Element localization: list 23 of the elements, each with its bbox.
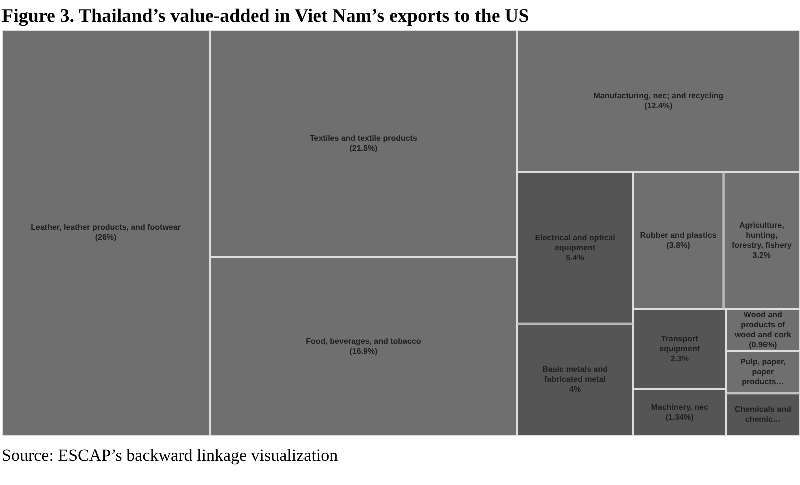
category-label: Wood and products of wood and cork — [734, 310, 792, 340]
category-label: Agriculture, hunting, forestry, fishery — [732, 220, 792, 250]
category-label: Food, beverages, and tobacco — [306, 336, 422, 346]
data-label: (26%) — [95, 233, 118, 242]
data-label: 5.4% — [566, 253, 584, 262]
data-label: (3.8%) — [666, 240, 691, 250]
data-label: 3.2% — [752, 250, 772, 260]
data-label: (21.5%) — [350, 144, 378, 153]
text: Figure 3. Thailand’s value-added in Viet Nam’s exports to the US — [1, 5, 530, 29]
category-label: Machinery, nec — [651, 402, 709, 412]
category-label: Textiles and textile products — [310, 134, 418, 143]
data-label: (12.4%) — [644, 101, 674, 110]
category-label: Rubber and plastics — [640, 230, 718, 240]
data-label: 4% — [570, 385, 582, 394]
data-label: (16.9%) — [350, 346, 378, 356]
data-label: 2.3% — [670, 354, 689, 364]
category-label: Manufacturing, nec; and recycling — [594, 91, 724, 100]
category-label: Pulp, paper, paper products… — [740, 358, 786, 387]
category-label: Leather, leather products, and footwear — [31, 223, 181, 232]
source-note: Source: ESCAP’s backward linkage visualization — [1, 445, 340, 466]
data-label: (1.34%) — [666, 412, 694, 422]
data-label: (0.96%) — [749, 340, 778, 350]
category-label: Electrical and optical equipment — [535, 233, 616, 252]
